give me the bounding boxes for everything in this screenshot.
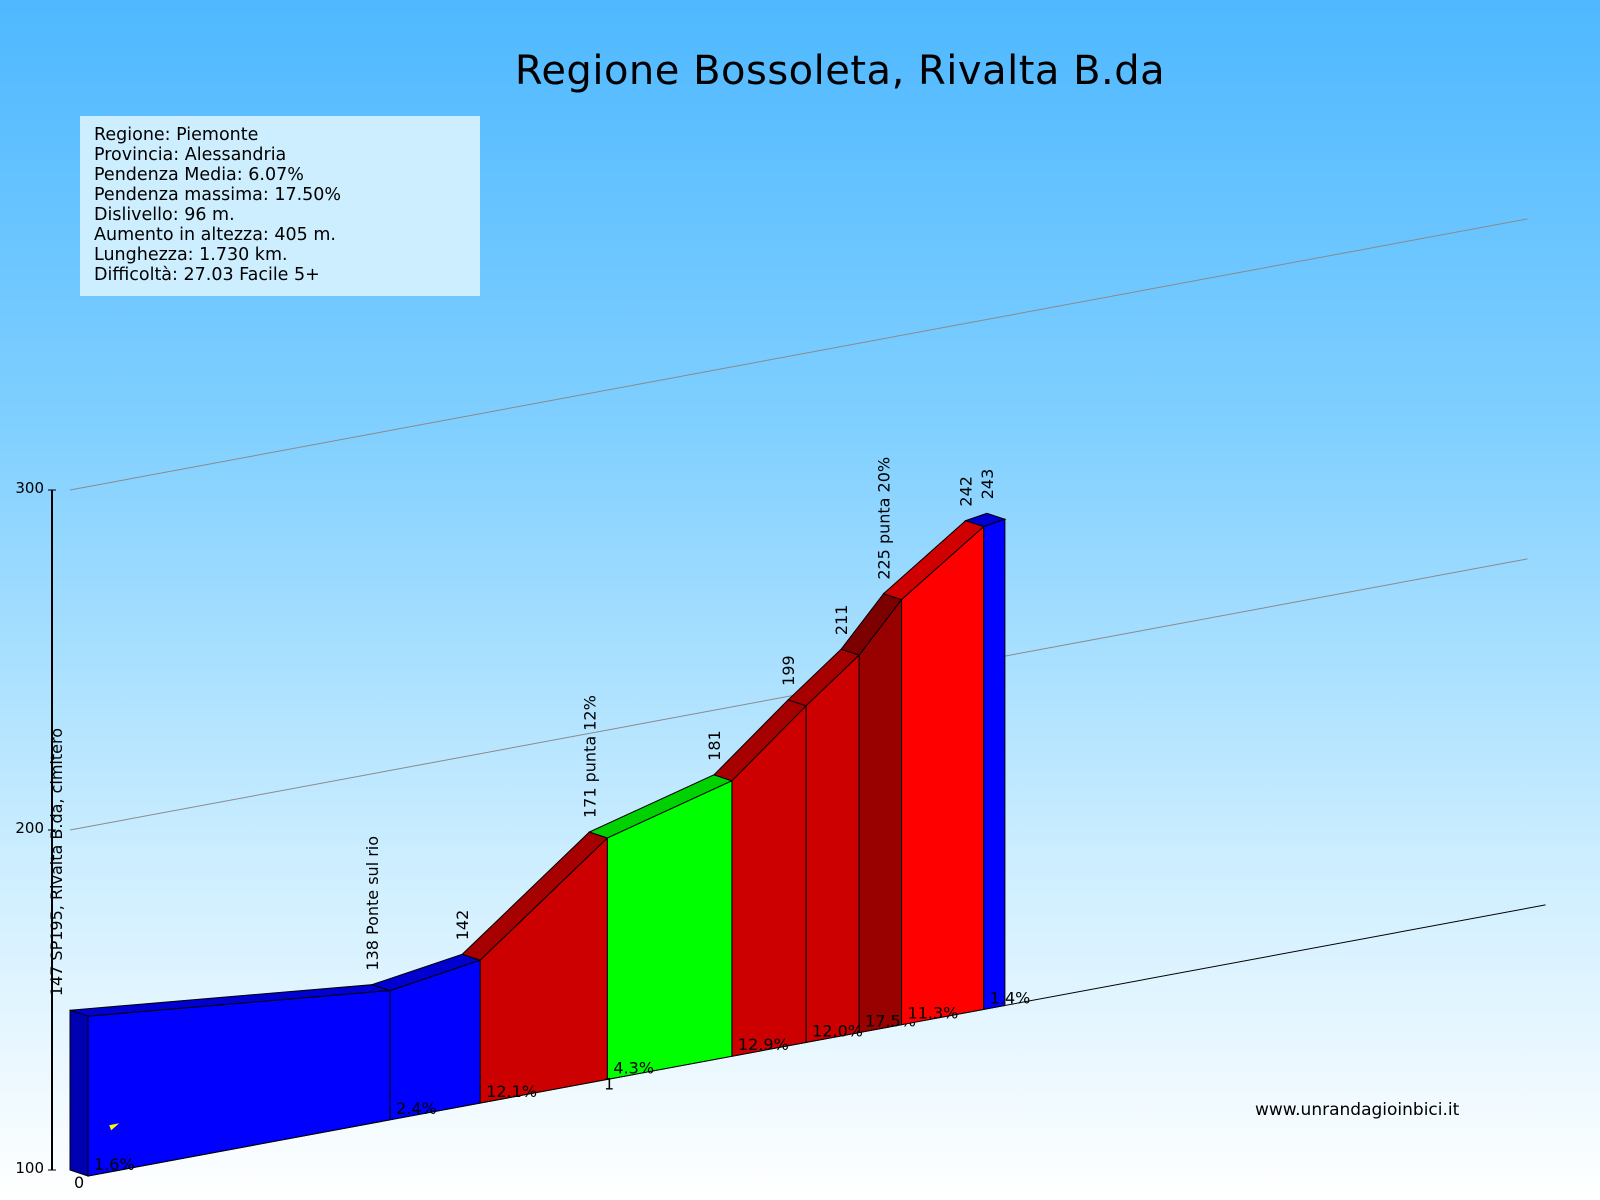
x-tick-label: 1 (604, 1074, 614, 1093)
info-box: Regione: Piemonte Provincia: Alessandria… (80, 116, 480, 296)
segment-end-cap (69, 1009, 89, 1177)
slope-label: 4.3% (613, 1058, 654, 1077)
segment-face (805, 653, 860, 1044)
altitude-label: 243 (978, 469, 997, 500)
start-marker (109, 1123, 120, 1131)
slope-label: 12.9% (738, 1035, 789, 1054)
y-tick-label: 200 (15, 819, 44, 837)
info-difficolta: Difficoltà: 27.03 Facile 5+ (94, 265, 320, 285)
chart-title: Regione Bossoleta, Rivalta B.da (514, 48, 1166, 94)
altitude-label: 138 Ponte sul rio (363, 836, 382, 971)
x-tick-label: 0 (74, 1173, 84, 1192)
info-pendenza-massima: Pendenza massima: 17.50% (94, 185, 342, 205)
info-pendenza-media: Pendenza Media: 6.07% (94, 165, 304, 185)
info-aumento: Aumento in altezza: 405 m. (94, 225, 336, 245)
segment-face (87, 990, 391, 1177)
altitude-label: 181 (705, 730, 724, 761)
info-dislivello: Dislivello: 96 m. (94, 205, 235, 225)
altitude-label: 225 punta 20% (875, 457, 894, 580)
slope-label: 1.4% (990, 988, 1031, 1007)
segment-face (858, 598, 903, 1034)
info-lunghezza: Lunghezza: 1.730 km. (94, 245, 288, 265)
altitude-label: 171 punta 12% (580, 695, 599, 818)
altitude-label: 147 SP195, Rivalta B.da, cimitero (47, 728, 66, 996)
segment-face (983, 518, 1006, 1011)
info-provincia: Provincia: Alessandria (94, 145, 287, 165)
altitude-label: 242 (957, 476, 976, 507)
altitude-label: 142 (453, 910, 472, 941)
slope-label: 12.0% (812, 1021, 863, 1040)
segment-face (901, 525, 985, 1026)
altitude-label: 211 (832, 605, 851, 636)
slope-label: 11.3% (908, 1004, 959, 1023)
altitude-label: 199 (779, 655, 798, 686)
gridline (69, 218, 1528, 491)
slope-label: 1.6% (94, 1155, 135, 1174)
y-tick-label: 300 (15, 479, 44, 497)
slope-label: 2.4% (396, 1099, 437, 1118)
info-regione: Regione: Piemonte (94, 125, 259, 145)
slope-label: 12.1% (486, 1082, 537, 1101)
y-tick-label: 100 (15, 1159, 44, 1177)
website-credit: www.unrandagioinbici.it (1255, 1100, 1460, 1120)
